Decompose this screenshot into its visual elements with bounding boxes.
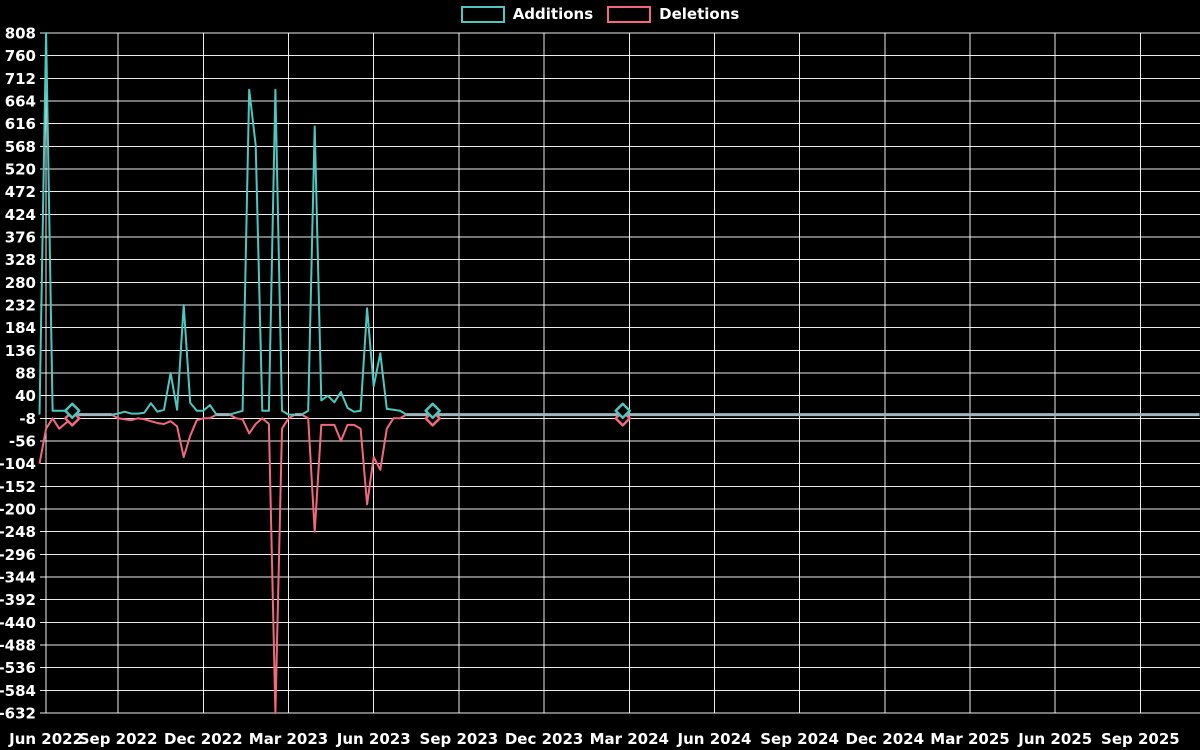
x-tick-label: Mar 2025 — [930, 730, 1009, 748]
x-tick-label: Jun 2022 — [8, 730, 83, 748]
y-tick-label: 376 — [5, 229, 36, 247]
y-tick-label: 328 — [5, 251, 36, 269]
additions-point-marker — [424, 402, 441, 420]
deletions-legend-label: Deletions — [659, 5, 740, 23]
x-tick-label: Jun 2025 — [1017, 730, 1092, 748]
y-tick-label: -536 — [0, 659, 36, 677]
y-tick-label: -488 — [0, 637, 36, 655]
y-tick-label: 184 — [5, 319, 36, 337]
y-tick-label: 616 — [5, 115, 36, 133]
y-tick-label: 472 — [5, 183, 36, 201]
x-tick-label: Dec 2022 — [164, 730, 243, 748]
y-tick-label: 712 — [5, 70, 36, 88]
legend-item-additions: Additions — [460, 5, 594, 23]
x-tick-label: Sep 2022 — [79, 730, 158, 748]
x-tick-label: Mar 2023 — [249, 730, 328, 748]
y-tick-label: -152 — [0, 478, 36, 496]
x-tick-label: Dec 2024 — [846, 730, 925, 748]
y-tick-label: -8 — [19, 410, 36, 428]
y-tick-label: -200 — [0, 501, 36, 519]
y-tick-label: 232 — [5, 297, 36, 315]
x-tick-label: Dec 2023 — [505, 730, 584, 748]
y-tick-label: -56 — [9, 433, 36, 451]
y-tick-label: -104 — [0, 455, 36, 473]
x-tick-label: Sep 2025 — [1101, 730, 1180, 748]
y-tick-label: -440 — [0, 614, 36, 632]
legend-item-deletions: Deletions — [607, 6, 739, 23]
x-tick-label: Mar 2024 — [590, 730, 669, 748]
y-tick-label: -248 — [0, 523, 36, 541]
y-tick-label: 520 — [5, 161, 36, 179]
y-tick-label: 568 — [5, 138, 36, 156]
additions-legend-label: Additions — [512, 5, 594, 23]
y-tick-label: 88 — [15, 365, 36, 383]
y-tick-label: 808 — [5, 25, 36, 43]
x-tick-label: Sep 2024 — [760, 730, 839, 748]
x-tick-label: Sep 2023 — [420, 730, 499, 748]
additions-line — [38, 32, 1200, 416]
y-tick-label: 760 — [5, 47, 36, 65]
additions-point-marker — [614, 402, 631, 420]
deletions-swatch-icon — [607, 6, 652, 23]
y-tick-label: -584 — [0, 682, 36, 700]
y-tick-label: 280 — [5, 274, 36, 292]
y-tick-label: 424 — [5, 206, 36, 224]
y-tick-label: -392 — [0, 591, 36, 609]
y-tick-label: 664 — [5, 93, 36, 111]
y-tick-label: -296 — [0, 546, 36, 564]
deletions-line — [38, 413, 1200, 714]
x-tick-label: Jun 2024 — [677, 730, 752, 748]
legend: Additions Deletions — [0, 6, 1200, 23]
y-tick-label: -632 — [0, 705, 36, 723]
y-tick-label: 40 — [15, 387, 36, 405]
y-tick-label: -344 — [0, 569, 36, 587]
additions-point-marker — [64, 402, 81, 420]
additions-swatch-icon — [460, 6, 505, 23]
y-tick-label: 136 — [5, 342, 36, 360]
x-tick-label: Jun 2023 — [336, 730, 411, 748]
